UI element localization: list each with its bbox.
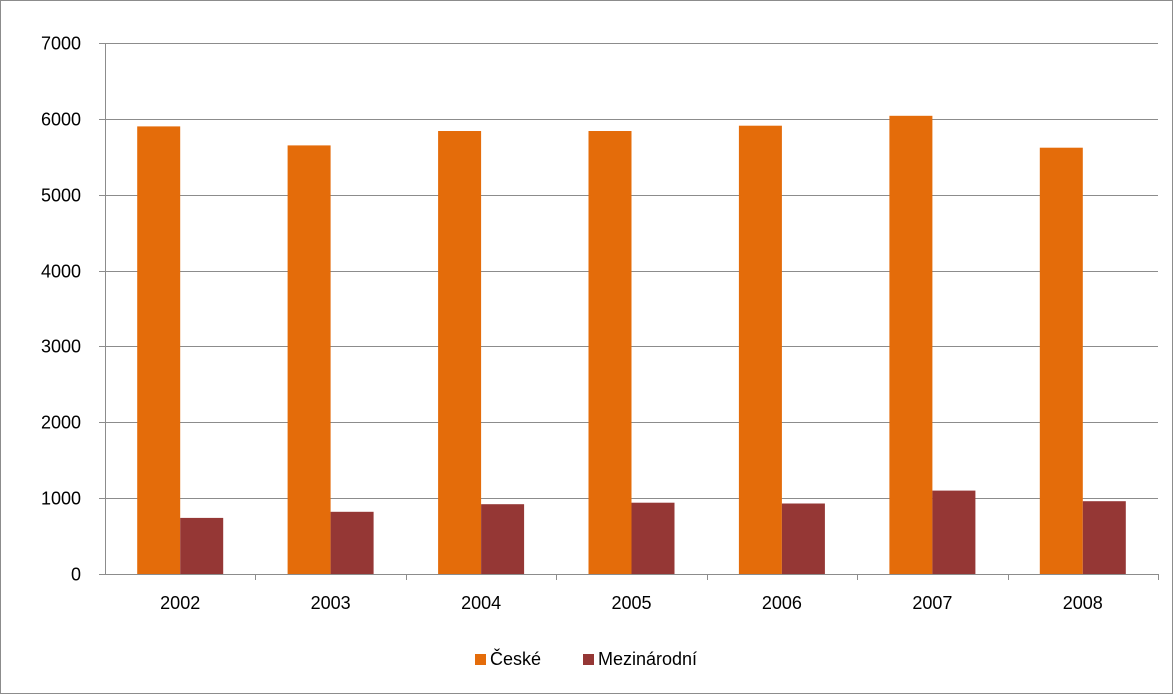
x-tick-label: 2007 xyxy=(912,593,952,613)
y-tick-label: 2000 xyxy=(41,413,81,433)
y-tick-label: 6000 xyxy=(41,110,81,130)
x-tick-label: 2003 xyxy=(311,593,351,613)
bar-ceske-2008 xyxy=(1039,147,1083,574)
tick-labels: 0 1000 2000 3000 4000 5000 6000 7000 2002 2003 200… xyxy=(41,34,1103,614)
bar-mezinarodni-2002 xyxy=(180,517,224,574)
legend-swatch-mezinarodni xyxy=(583,654,594,665)
x-tick-label: 2004 xyxy=(461,593,501,613)
legend: České Mezinárodní xyxy=(475,648,697,669)
bar-ceske-2007 xyxy=(889,115,933,575)
x-tick-label: 2005 xyxy=(611,593,651,613)
bar-mezinarodni-2005 xyxy=(631,502,675,574)
bar-mezinarodni-2007 xyxy=(932,490,976,574)
bar-mezinarodni-2006 xyxy=(781,503,825,574)
legend-swatch-ceske xyxy=(475,654,486,665)
y-tick-label: 3000 xyxy=(41,337,81,357)
y-tick-label: 7000 xyxy=(41,34,81,54)
y-tick-label: 0 xyxy=(71,565,81,585)
legend-label-mezinarodni: Mezinárodní xyxy=(598,649,697,669)
bar-ceske-2005 xyxy=(588,131,632,574)
bar-ceske-2004 xyxy=(438,131,482,574)
bar-mezinarodni-2008 xyxy=(1082,501,1126,574)
y-tick-label: 1000 xyxy=(41,489,81,509)
bar-mezinarodni-2003 xyxy=(330,511,374,574)
x-tick-label: 2008 xyxy=(1063,593,1103,613)
x-tick-label: 2006 xyxy=(762,593,802,613)
bar-ceske-2003 xyxy=(287,145,331,574)
legend-label-ceske: České xyxy=(490,648,541,669)
y-tick-label: 5000 xyxy=(41,186,81,206)
bar-ceske-2002 xyxy=(137,126,181,575)
bars xyxy=(137,115,1126,575)
x-tick-label: 2002 xyxy=(160,593,200,613)
axes xyxy=(99,43,1159,580)
bar-mezinarodni-2004 xyxy=(481,504,525,574)
bar-ceske-2006 xyxy=(738,125,782,574)
y-tick-label: 4000 xyxy=(41,262,81,282)
